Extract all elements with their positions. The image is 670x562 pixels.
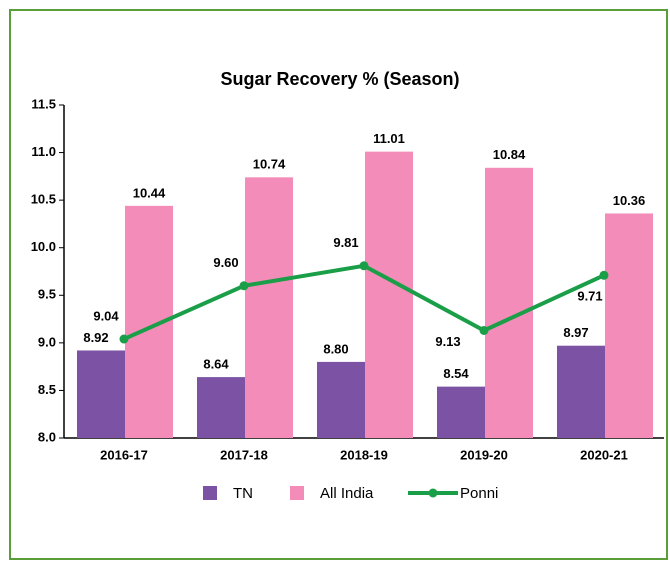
- y-tick-label: 8.0: [38, 429, 56, 444]
- bar: [557, 345, 605, 438]
- legend: Ponni: [460, 485, 498, 502]
- data-label: 10.74: [253, 157, 286, 172]
- bar: [365, 151, 413, 438]
- legend: All India: [320, 485, 374, 502]
- line-point: [119, 334, 129, 344]
- data-label: 8.97: [563, 325, 588, 340]
- y-tick-label: 9.0: [38, 334, 56, 349]
- data-label: 10.84: [493, 147, 526, 162]
- bar: [197, 377, 245, 438]
- legend: TN: [233, 485, 253, 502]
- bar: [485, 167, 533, 438]
- line-point: [599, 270, 609, 280]
- y-tick-label: 8.5: [38, 382, 56, 397]
- data-label: 9.81: [333, 235, 358, 250]
- data-label: 9.71: [577, 289, 602, 304]
- data-label: 11.01: [373, 131, 405, 146]
- data-label: 8.54: [443, 366, 469, 381]
- x-tick-label: 2018-19: [340, 447, 388, 462]
- frame: [9, 9, 668, 560]
- line-point: [359, 261, 369, 271]
- data-label: 9.13: [435, 334, 460, 349]
- x-tick-label: 2020-21: [580, 447, 628, 462]
- chart-title: Sugar Recovery % (Season): [220, 69, 459, 89]
- bar: [245, 177, 293, 438]
- y-tick-label: 10.5: [31, 192, 56, 207]
- bar: [317, 361, 365, 438]
- x-tick-label: 2017-18: [220, 447, 268, 462]
- legend-swatch: [203, 486, 217, 500]
- bar: [437, 386, 485, 438]
- data-label: 9.04: [93, 308, 119, 323]
- data-label: 10.44: [133, 185, 166, 200]
- bar: [77, 350, 125, 438]
- legend-swatch: [290, 486, 304, 500]
- y-tick-label: 10.0: [31, 239, 56, 254]
- data-label: 9.60: [213, 255, 238, 270]
- y-tick-label: 11.5: [31, 96, 56, 111]
- x-tick-label: 2019-20: [460, 447, 508, 462]
- y-tick-label: 9.5: [38, 287, 56, 302]
- x-tick-label: 2016-17: [100, 447, 148, 462]
- data-label: 8.80: [323, 341, 348, 356]
- line-point: [479, 325, 489, 335]
- line-point: [239, 281, 249, 291]
- data-label: 10.36: [613, 193, 646, 208]
- data-label: 8.92: [83, 330, 108, 345]
- bar: [605, 213, 653, 438]
- data-label: 8.64: [203, 357, 229, 372]
- legend-swatch: [428, 488, 438, 498]
- y-tick-label: 11.0: [31, 144, 56, 159]
